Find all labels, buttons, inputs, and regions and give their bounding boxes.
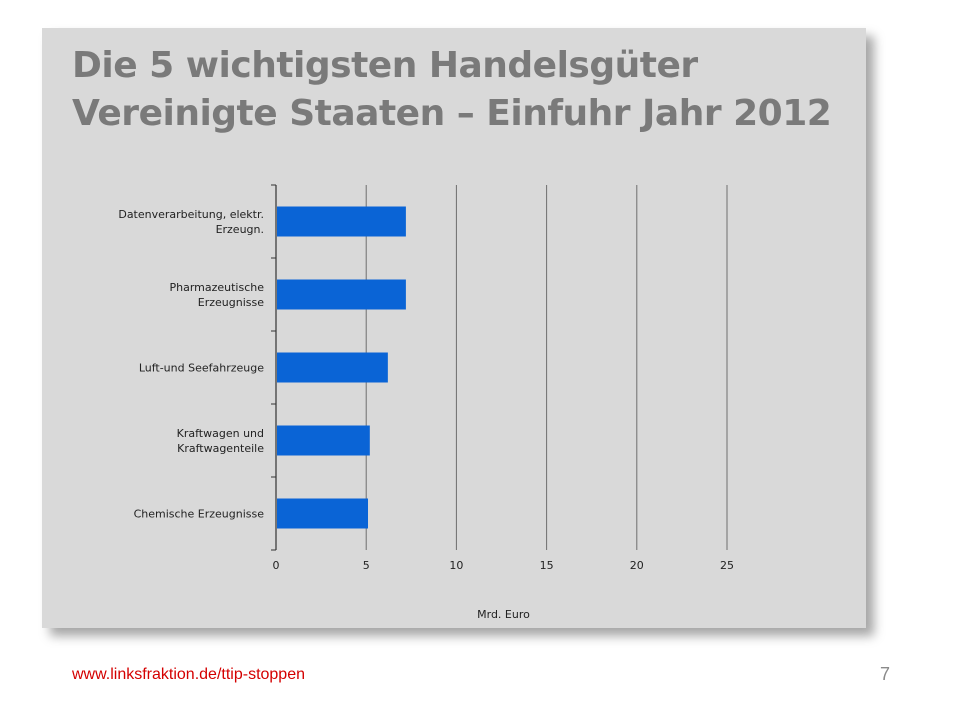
category-label-line: Erzeugn. <box>216 223 264 236</box>
category-label-line: Pharmazeutische <box>169 281 264 294</box>
category-label: Kraftwagen und Kraftwagenteile <box>177 427 265 455</box>
bar <box>277 279 406 310</box>
category-label: Pharmazeutische Erzeugnisse <box>169 281 264 309</box>
x-tick-label: 5 <box>363 559 370 572</box>
bar <box>277 498 369 529</box>
category-label: Datenverarbeitung, elektr. Erzeugn. <box>118 208 264 236</box>
bar <box>277 352 388 383</box>
bar-chart: Datenverarbeitung, elektr. Erzeugn. Pharma… <box>118 184 734 621</box>
category-label-line: Erzeugnisse <box>198 296 264 309</box>
page-number: 7 <box>880 664 891 684</box>
x-tick-label: 15 <box>540 559 554 572</box>
x-tick-label: 25 <box>720 559 734 572</box>
category-label-line: Chemische Erzeugnisse <box>134 508 265 521</box>
footer-link[interactable]: www.linksfraktion.de/ttip-stoppen <box>72 666 305 683</box>
x-tick-label: 20 <box>630 559 644 572</box>
slide-card: Die 5 wichtigsten Handelsgüter Vereinigt… <box>42 28 866 628</box>
category-label-line: Luft-und Seefahrzeuge <box>139 362 264 375</box>
x-tick-label: 0 <box>273 559 280 572</box>
chart-title: Die 5 wichtigsten Handelsgüter Vereinigt… <box>72 45 832 134</box>
bar <box>277 206 406 237</box>
bar <box>277 425 370 456</box>
category-label-line: Kraftwagenteile <box>177 442 264 455</box>
category-label-line: Kraftwagen und <box>177 427 264 440</box>
category-label: Chemische Erzeugnisse <box>134 508 265 521</box>
x-tick-label: 10 <box>449 559 463 572</box>
category-label-line: Datenverarbeitung, elektr. <box>118 208 264 221</box>
category-label: Luft-und Seefahrzeuge <box>139 362 264 375</box>
x-axis-label: Mrd. Euro <box>477 608 530 621</box>
